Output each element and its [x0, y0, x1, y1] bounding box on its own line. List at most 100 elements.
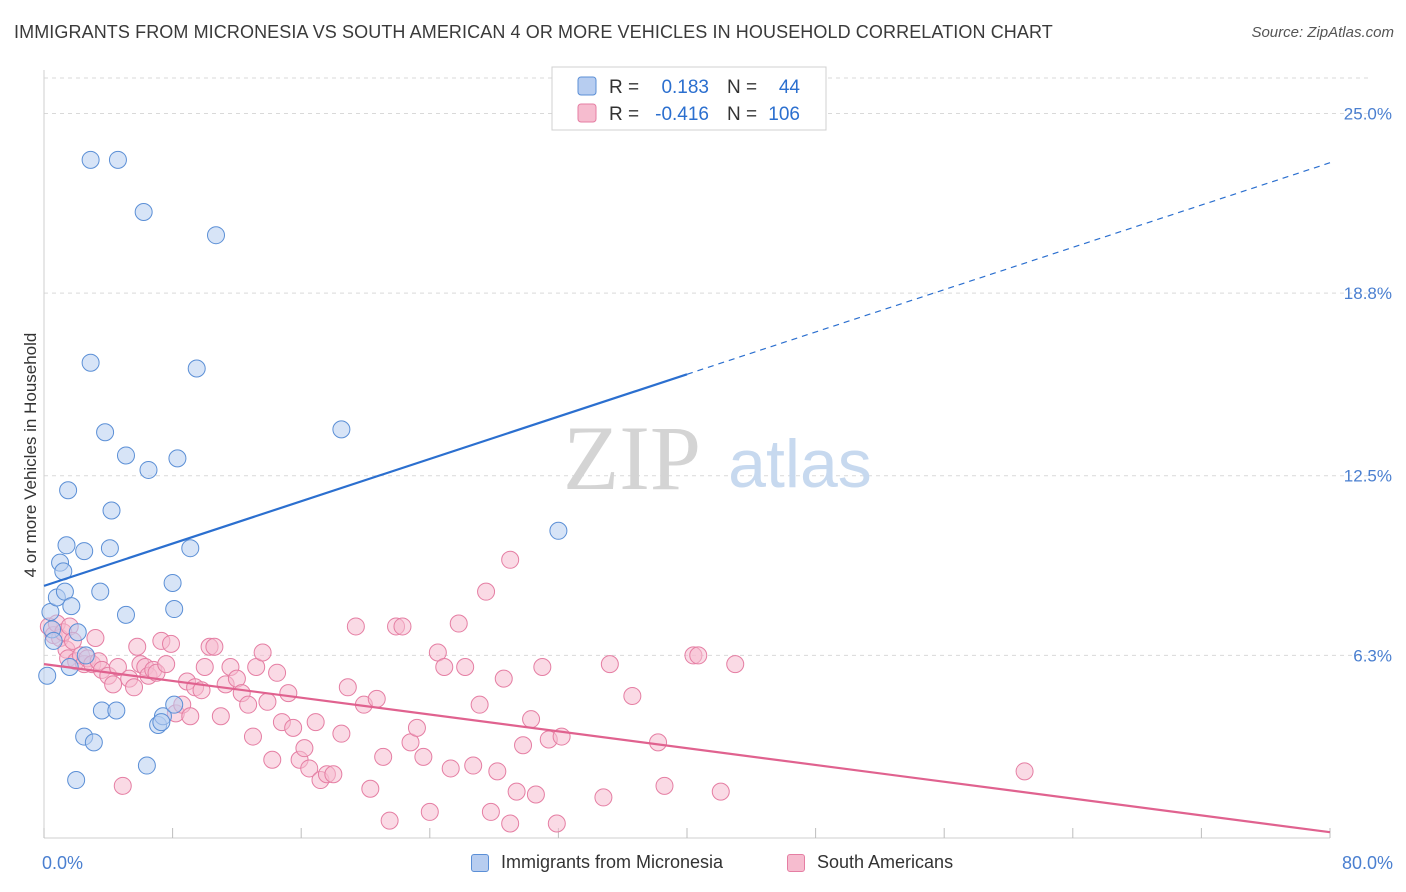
south-americans-point-68 [367, 689, 386, 708]
micronesia-point-11 [62, 597, 81, 616]
micronesia-point-23 [102, 501, 121, 520]
south-americans-point-75 [414, 747, 433, 766]
bottom-legend: Immigrants from Micronesia South America… [0, 852, 1406, 878]
south-americans-point-70 [380, 811, 399, 830]
south-americans-point-89 [507, 782, 526, 801]
y-tick-label-0: 6.3% [1353, 646, 1392, 665]
micronesia-point-16 [76, 646, 95, 665]
south-americans-point-30 [157, 655, 176, 674]
micronesia-point-8 [57, 536, 76, 555]
bottom-legend-item-south-americans: South Americans [787, 852, 953, 873]
micronesia-point-39 [181, 539, 200, 558]
y-tick-label-2: 18.8% [1344, 284, 1392, 303]
gridlines [44, 77, 1370, 656]
micronesia-point-30 [139, 460, 158, 479]
y-tick-labels: 6.3% 12.5% 18.8% 25.0% [1344, 104, 1392, 665]
micronesia-point-12 [67, 771, 86, 790]
south-americans-point-83 [470, 695, 489, 714]
micronesia-point-27 [81, 150, 100, 169]
south-americans-point-100 [649, 733, 668, 752]
micronesia-point-31 [137, 756, 156, 775]
south-americans-point-103 [689, 646, 708, 665]
micronesia-point-9 [59, 481, 78, 500]
south-americans-point-106 [1015, 762, 1034, 781]
bottom-legend-label-south-americans: South Americans [817, 852, 954, 872]
micronesia-point-28 [108, 150, 127, 169]
micronesia-point-24 [107, 701, 126, 720]
south-americans-point-93 [533, 658, 552, 677]
x-tick-label-max: 80.0% [1342, 853, 1393, 873]
south-americans-point-88 [501, 814, 520, 833]
series-micronesia [38, 150, 568, 790]
y-tick-label-1: 12.5% [1344, 467, 1392, 486]
south-americans-point-78 [435, 658, 454, 677]
south-americans-point-52 [268, 663, 287, 682]
south-americans-point-62 [324, 765, 343, 784]
south-americans-point-95 [547, 814, 566, 833]
south-americans-point-59 [306, 713, 325, 732]
south-americans-point-49 [253, 643, 272, 662]
south-americans-point-46 [239, 695, 258, 714]
legend-r-value-1: 0.183 [661, 77, 709, 98]
south-americans-point-74 [407, 718, 426, 737]
legend-swatch-pink [577, 103, 597, 123]
south-americans-point-58 [300, 759, 319, 778]
micronesia-point-35 [163, 573, 182, 592]
south-americans-point-64 [338, 678, 357, 697]
micronesia-point-42 [332, 420, 351, 439]
south-americans-point-55 [284, 718, 303, 737]
south-americans-point-82 [464, 756, 483, 775]
micronesia-point-37 [168, 449, 187, 468]
south-americans-point-23 [128, 637, 147, 656]
south-americans-point-92 [526, 785, 545, 804]
axes [43, 70, 1331, 839]
y-tick-label-3: 25.0% [1344, 104, 1392, 123]
trendlines [43, 162, 1331, 834]
watermark-zip: ZIP [563, 407, 701, 509]
south-americans-point-57 [295, 739, 314, 758]
legend: R = 0.183 N = 44 R = -0.416 N = 106 [551, 66, 827, 131]
south-americans-point-67 [361, 779, 380, 798]
legend-r-label-2: R = [609, 104, 639, 125]
micronesia-point-22 [100, 539, 119, 558]
chart-title: IMMIGRANTS FROM MICRONESIA VS SOUTH AMER… [14, 22, 1053, 42]
south-americans-point-65 [346, 617, 365, 636]
micronesia-point-3 [44, 631, 63, 650]
south-americans-point-91 [522, 710, 541, 729]
south-americans-point-81 [456, 658, 475, 677]
south-americans-point-98 [600, 655, 619, 674]
micronesia-point-26 [116, 446, 135, 465]
micronesia-point-40 [187, 359, 206, 378]
south-americans-point-35 [181, 707, 200, 726]
south-americans-point-80 [449, 614, 468, 633]
south-americans-point-101 [655, 776, 674, 795]
trendline-micronesia-solid [43, 373, 688, 587]
south-americans-point-20 [113, 776, 132, 795]
south-americans-point-40 [205, 637, 224, 656]
south-americans-point-107 [501, 550, 520, 569]
watermark: ZIP atlas [563, 407, 872, 509]
watermark-atlas: atlas [728, 426, 872, 502]
south-americans-point-85 [481, 802, 500, 821]
south-americans-point-22 [125, 678, 144, 697]
source-label: Source: ZipAtlas.com [1251, 24, 1394, 41]
micronesia-point-13 [68, 623, 87, 642]
legend-n-value-2: 106 [768, 104, 800, 125]
south-americans-point-63 [332, 724, 351, 743]
south-americans-point-87 [494, 669, 513, 688]
y-axis-label: 4 or more Vehicles in Household [21, 333, 40, 578]
south-americans-point-19 [108, 658, 127, 677]
south-americans-point-90 [514, 736, 533, 755]
micronesia-point-0 [38, 666, 57, 685]
bottom-legend-swatch-blue [471, 853, 489, 872]
legend-n-value-1: 44 [779, 77, 801, 98]
south-americans-point-38 [195, 658, 214, 677]
trendline-south-americans [43, 663, 1331, 834]
micronesia-point-25 [116, 605, 135, 624]
south-americans-point-54 [279, 684, 298, 703]
micronesia-point-21 [96, 423, 115, 442]
south-americans-point-31 [161, 634, 180, 653]
south-americans-point-97 [594, 788, 613, 807]
south-americans-point-86 [488, 762, 507, 781]
micronesia-point-41 [207, 226, 226, 245]
